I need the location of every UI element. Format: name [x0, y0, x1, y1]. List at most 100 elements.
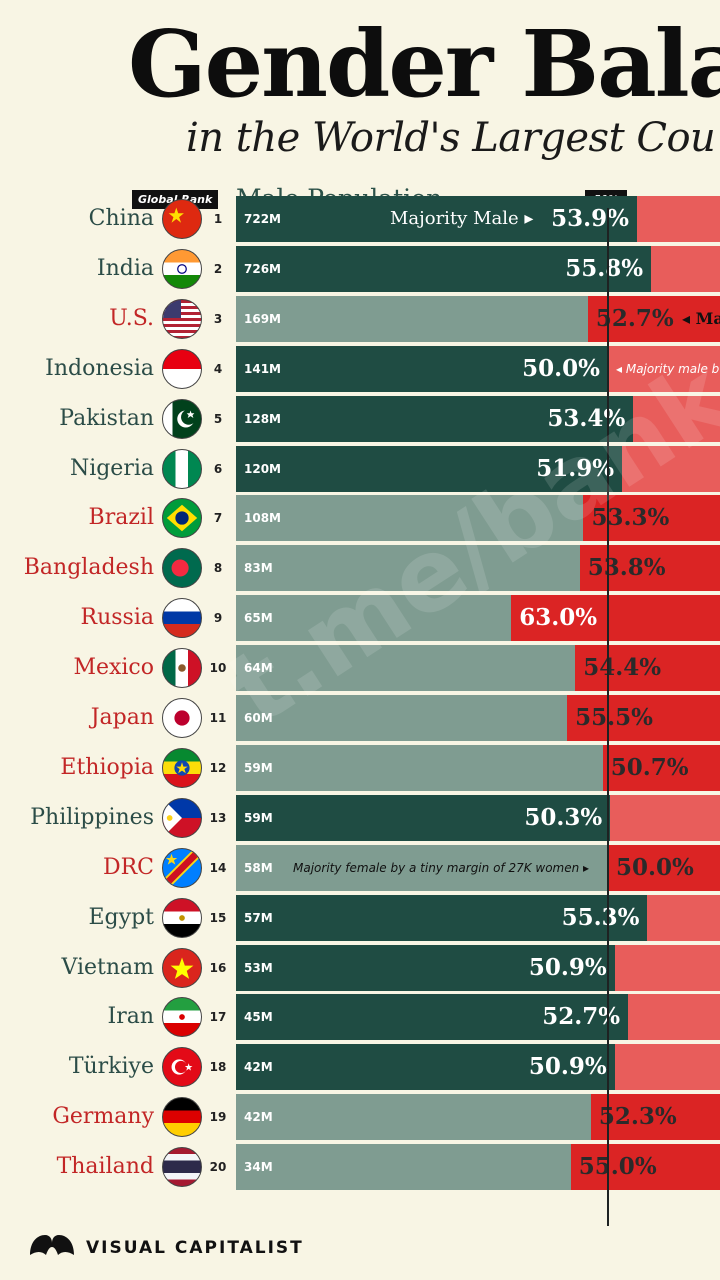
percent-label: 51.9%	[536, 454, 615, 482]
country-label: Bangladesh	[23, 555, 154, 581]
country-label: U.S.	[109, 305, 154, 331]
percent-label: 50.9%	[528, 1053, 607, 1081]
male-population-value: 59M	[244, 810, 273, 825]
annotation-note: ◂ Majority male b	[616, 361, 720, 376]
rank-number: 17	[209, 1010, 227, 1025]
table-row: India 2 726M 55.8%	[0, 244, 720, 294]
country-label: Japan	[90, 705, 154, 730]
country-label: Ethiopia	[60, 754, 154, 780]
male-population-value: 65M	[244, 611, 273, 626]
rank-number: 6	[213, 461, 223, 476]
male-bar	[236, 1144, 571, 1191]
male-population-value: 34M	[244, 1160, 273, 1175]
rank-number: 16	[209, 960, 227, 975]
table-row: Philippines 13 59M 50.3%	[0, 793, 720, 843]
flag-icon	[162, 448, 202, 489]
male-population-value: 141M	[244, 361, 281, 376]
flag-icon	[162, 348, 202, 389]
rank-number: 19	[209, 1110, 227, 1125]
flag-icon	[162, 199, 202, 239]
male-bar	[236, 944, 615, 991]
country-label: Mexico	[73, 655, 154, 681]
table-row: Egypt 15 57M 55.3%	[0, 893, 720, 943]
male-bar	[236, 495, 584, 542]
table-row: Vietnam 16 53M 50.9%	[0, 943, 720, 993]
male-bar	[236, 744, 603, 791]
flag-icon	[162, 1097, 202, 1138]
percent-label: 54.4%	[583, 654, 662, 682]
flag-icon	[162, 897, 202, 938]
male-population-value: 53M	[244, 960, 273, 975]
country-label: Russia	[80, 605, 154, 631]
rank-number: 15	[209, 910, 227, 925]
male-population-value: 64M	[244, 661, 273, 676]
male-population-value: 58M	[244, 860, 273, 875]
male-bar	[236, 994, 629, 1041]
flag-icon	[162, 847, 202, 888]
table-row: DRC 14 58M 50.0% Majority female by a tiny m…	[0, 843, 720, 893]
table-row: Thailand 20 34M 55.0%	[0, 1142, 720, 1192]
table-row: Mexico 10 64M 54.4%	[0, 643, 720, 693]
table-row: Pakistan 5 128M 53.4%	[0, 394, 720, 444]
percent-label: 55.3%	[561, 903, 640, 931]
male-population-value: 60M	[244, 711, 273, 725]
flag-icon	[162, 1147, 202, 1188]
male-bar	[236, 295, 588, 342]
male-bar	[236, 196, 638, 242]
rank-number: 13	[209, 810, 227, 825]
male-population-value: 59M	[244, 760, 273, 775]
male-bar	[236, 695, 568, 741]
rank-number: 4	[213, 361, 223, 376]
flag-icon	[162, 698, 202, 738]
annotation-note: Majority female by a tiny margin of 27K …	[293, 860, 590, 875]
visual-capitalist-logo-icon	[30, 1235, 74, 1255]
flag-icon	[162, 398, 202, 439]
percent-label: 63.0%	[519, 604, 598, 632]
rank-number: 11	[209, 711, 227, 725]
table-row: Iran 17 45M 52.7%	[0, 992, 720, 1042]
percent-label: 50.9%	[528, 953, 607, 981]
percent-label: 53.3%	[591, 504, 670, 532]
flag-icon	[162, 548, 202, 589]
flag-icon	[162, 498, 202, 539]
percent-label: 55.0%	[578, 1153, 657, 1181]
table-row: Ethiopia 12 59M 50.7%	[0, 743, 720, 793]
male-bar	[236, 395, 634, 442]
male-bar	[236, 1044, 615, 1091]
percent-label: 50.0%	[616, 853, 694, 881]
male-bar	[236, 445, 623, 492]
male-bar	[236, 645, 576, 692]
country-label: Vietnam	[61, 954, 154, 980]
rank-number: 3	[213, 311, 223, 326]
table-row: Nigeria 6 120M 51.9%	[0, 444, 720, 494]
rank-number: 20	[209, 1160, 227, 1175]
country-label: Türkiye	[68, 1054, 154, 1080]
percent-label: 53.8%	[587, 554, 666, 582]
country-label: Philippines	[30, 804, 154, 830]
percent-label: 55.5%	[575, 704, 653, 731]
table-row: Russia 9 65M 63.0%	[0, 593, 720, 643]
male-bar	[236, 245, 652, 292]
percent-label: 53.4%	[547, 404, 626, 432]
country-label: Brazil	[88, 505, 154, 531]
male-bar	[236, 894, 648, 941]
rank-number: 2	[213, 261, 223, 276]
annotation-note: ◂ Ma	[682, 308, 720, 328]
country-label: Germany	[52, 1104, 154, 1130]
rank-number: 5	[213, 411, 223, 426]
rank-number: 14	[209, 860, 227, 875]
chart-title: Gender Bala	[128, 10, 720, 118]
country-label: Iran	[107, 1004, 155, 1030]
table-row: Indonesia 4 141M 50.0% ◂ Majority male b	[0, 344, 720, 394]
brand-name: VISUAL CAPITALIST	[86, 1238, 304, 1258]
table-row: Germany 19 42M 52.3%	[0, 1092, 720, 1142]
annotation-note: Majority Male ▸	[390, 208, 534, 229]
flag-icon	[162, 997, 202, 1038]
rank-number: 8	[213, 561, 223, 576]
percent-label: 50.7%	[610, 753, 689, 781]
percent-label: 55.8%	[565, 254, 644, 282]
male-bar	[236, 595, 512, 642]
male-population-value: 169M	[244, 311, 281, 326]
male-bar	[236, 545, 580, 592]
male-population-value: 726M	[244, 261, 281, 276]
